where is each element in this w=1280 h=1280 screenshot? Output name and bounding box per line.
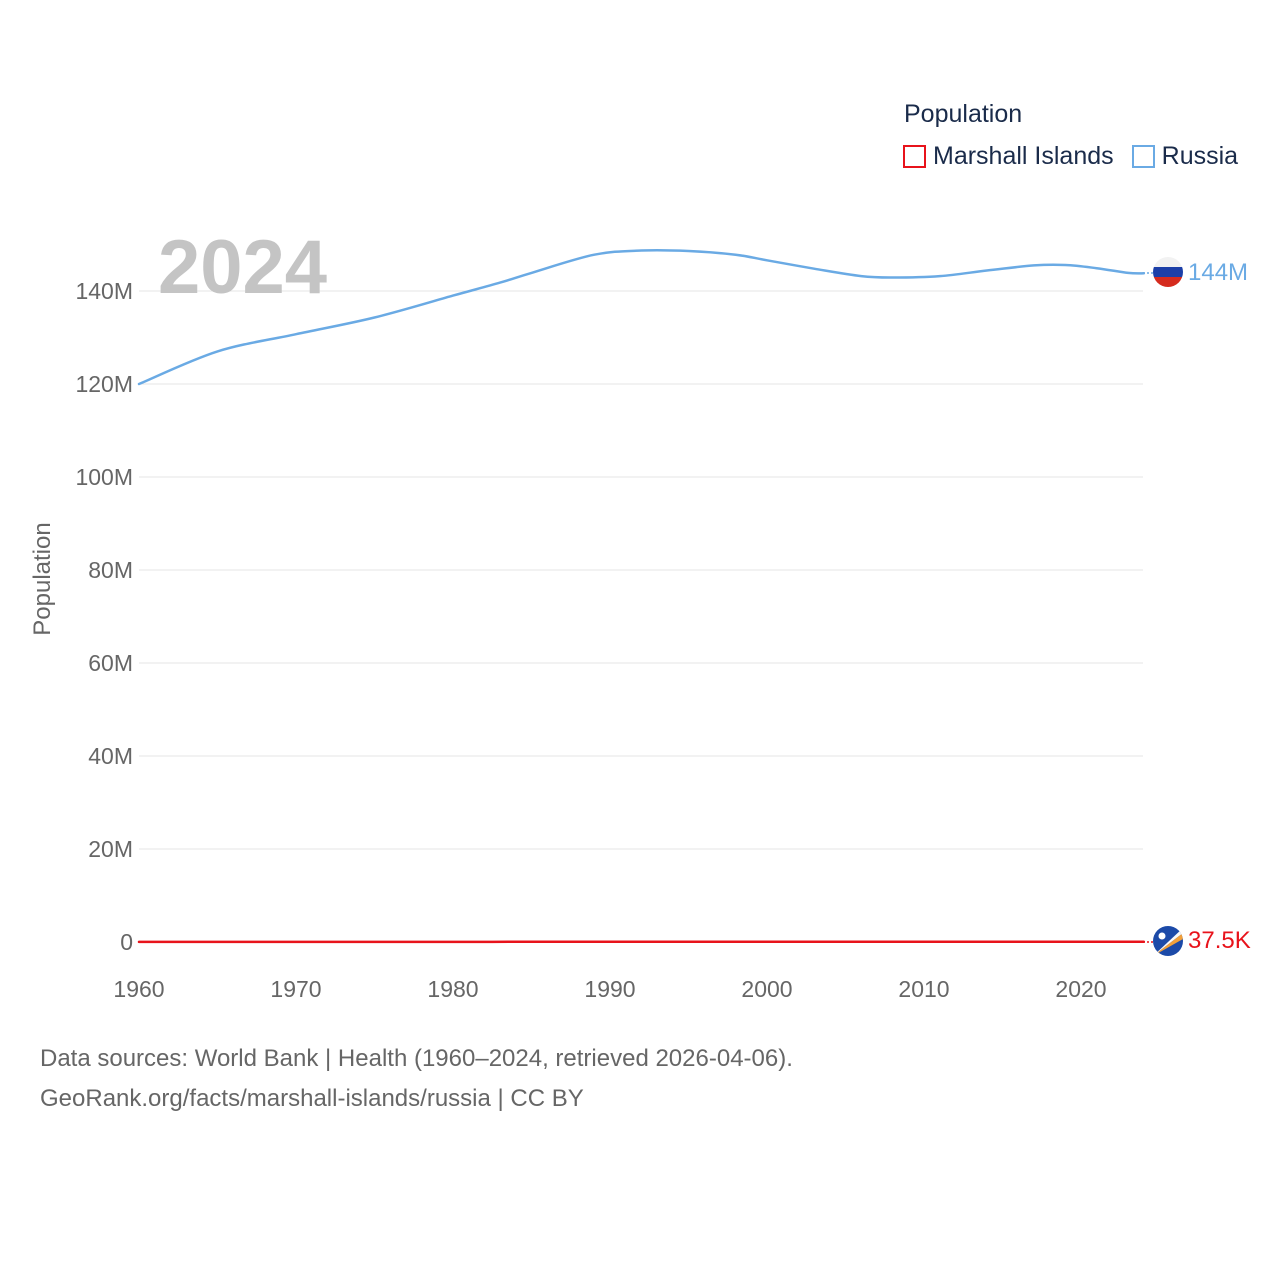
legend-item-marshall-islands[interactable]: Marshall Islands xyxy=(903,142,1114,171)
y-tick-label: 40M xyxy=(88,743,133,769)
source-line-2: GeoRank.org/facts/marshall-islands/russi… xyxy=(40,1085,584,1112)
y-tick-label: 140M xyxy=(75,278,133,304)
y-axis-ticks: 0 20M 40M 60M 80M 100M 120M 140M xyxy=(75,278,133,955)
russia-flag-icon xyxy=(1153,257,1183,287)
y-tick-label: 100M xyxy=(75,464,133,490)
y-tick-label: 80M xyxy=(88,557,133,583)
russia-end-marker: 144M xyxy=(1143,257,1248,287)
x-tick-label: 1980 xyxy=(427,976,478,1002)
legend-item-russia[interactable]: Russia xyxy=(1131,142,1239,171)
y-tick-label: 20M xyxy=(88,836,133,862)
x-axis-ticks: 1960 1970 1980 1990 2000 2010 2020 xyxy=(113,976,1106,1002)
x-tick-label: 1990 xyxy=(584,976,635,1002)
legend-swatch-russia xyxy=(1131,145,1155,168)
series-line-russia[interactable] xyxy=(137,248,1146,386)
marshall-islands-end-marker: 37.5K xyxy=(1143,926,1251,956)
x-tick-label: 1960 xyxy=(113,976,164,1002)
marshall-islands-end-label: 37.5K xyxy=(1188,927,1251,954)
legend-label-marshall-islands: Marshall Islands xyxy=(933,142,1114,170)
legend: Marshall Islands Russia xyxy=(903,142,1256,171)
x-tick-label: 2000 xyxy=(741,976,792,1002)
year-label: 2024 xyxy=(158,225,328,310)
marshall-islands-flag-icon xyxy=(1153,926,1183,956)
series-lines xyxy=(137,248,1146,944)
source-line-1: Data sources: World Bank | Health (1960–… xyxy=(40,1045,793,1072)
y-tick-label: 120M xyxy=(75,371,133,397)
y-tick-label: 0 xyxy=(120,929,133,955)
x-tick-label: 1970 xyxy=(270,976,321,1002)
russia-end-label: 144M xyxy=(1188,259,1248,286)
x-tick-label: 2020 xyxy=(1055,976,1106,1002)
y-tick-label: 60M xyxy=(88,650,133,676)
grid-lines xyxy=(139,290,1143,850)
legend-swatch-marshall-islands xyxy=(903,145,926,168)
y-axis-title: Population xyxy=(29,522,56,635)
legend-label-russia: Russia xyxy=(1161,142,1239,170)
x-tick-label: 2010 xyxy=(898,976,949,1002)
legend-title: Population xyxy=(904,100,1023,128)
